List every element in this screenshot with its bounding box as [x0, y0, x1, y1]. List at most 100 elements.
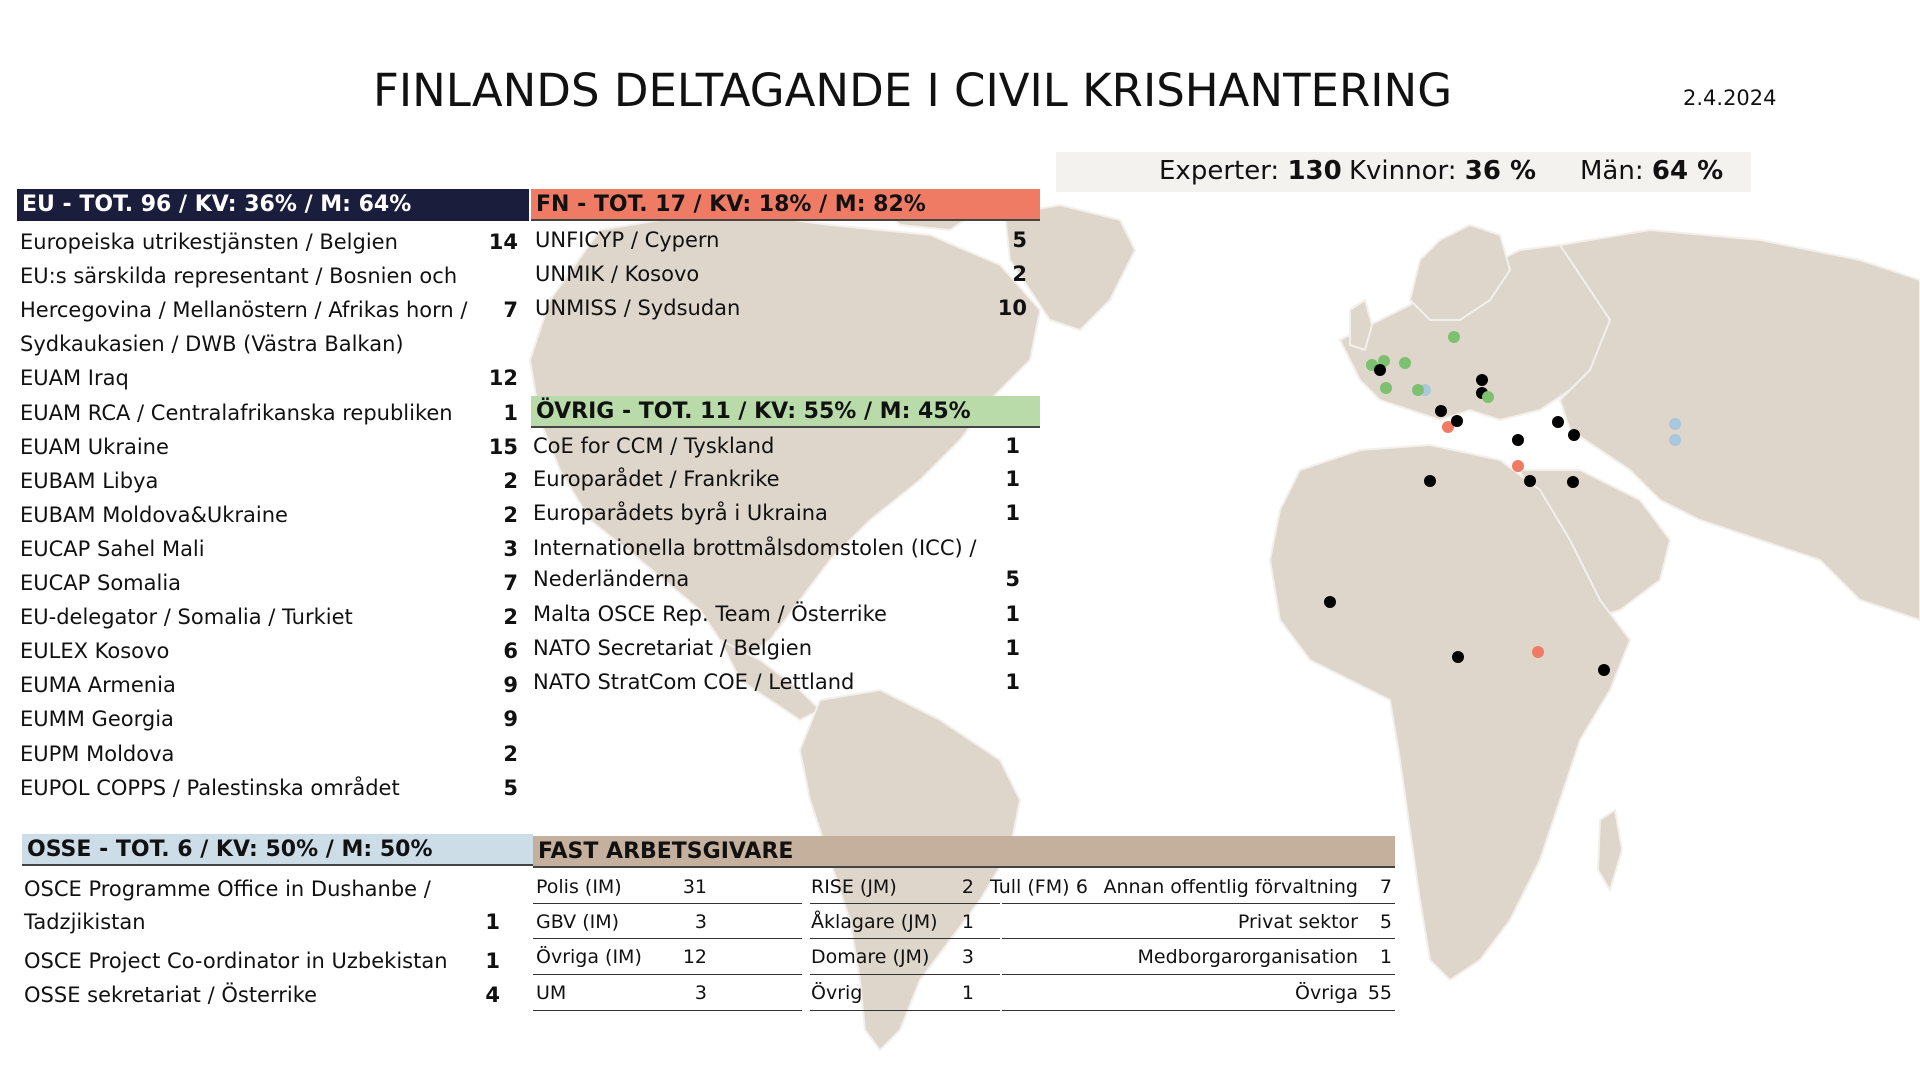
ovrig-item-value: 5 — [1005, 567, 1020, 591]
fn-item-label: UNFICYP / Cypern — [535, 228, 720, 252]
experter-value: 130 — [1287, 156, 1342, 186]
eu-item-label: EUCAP Somalia — [20, 571, 182, 595]
marker-fn — [1442, 421, 1454, 433]
osse-item-value: 1 — [485, 910, 500, 934]
eu-header: EU - TOT. 96 / KV: 36% / M: 64% — [17, 189, 529, 221]
eu-item-label: EUCAP Sahel Mali — [20, 536, 205, 561]
eu-item-label: EU:s särskilda representant / Bosnien oc… — [20, 264, 458, 289]
fast-col4-label: Övriga — [1295, 982, 1358, 1004]
fast-col2-value: 1 — [961, 911, 974, 933]
marker-eu — [1424, 475, 1436, 487]
table-divider — [1002, 1010, 1395, 1011]
page-title: FINLANDS DELTAGANDE I CIVIL KRISHANTERIN… — [372, 64, 1453, 117]
marker-ovrig — [1380, 382, 1392, 394]
man-value: 64 % — [1651, 156, 1724, 186]
eu-item-value: 14 — [488, 230, 518, 254]
fast-col4-label: Medborgarorganisation — [1137, 946, 1358, 968]
ovrig-item-label: Europarådets byrå i Ukraina — [533, 501, 828, 525]
osse-item-value: 1 — [485, 949, 500, 973]
marker-eu — [1451, 415, 1463, 427]
marker-eu — [1324, 596, 1336, 608]
marker-ovrig — [1448, 331, 1460, 343]
marker-eu — [1374, 364, 1386, 376]
eu-item-value: 2 — [503, 502, 518, 527]
eu-item-value: 9 — [503, 707, 518, 732]
eu-item-value: 3 — [503, 536, 518, 561]
eu-item-label: EUAM Iraq — [20, 366, 129, 391]
marker-fn — [1532, 646, 1544, 658]
ovrig-item-label: Nederländerna — [533, 567, 690, 591]
man-label: Män: — [1580, 156, 1644, 186]
table-divider — [1002, 938, 1395, 939]
summary-stats: Experter: 130 Kvinnor: 36 % Män: 64 % — [1056, 152, 1751, 192]
kvinnor-stat: Kvinnor: 36 % — [1349, 156, 1536, 186]
madagascar-shape — [1596, 808, 1624, 893]
scandinavia-shape — [1408, 223, 1512, 321]
fast-col4-label: Privat sektor — [1237, 911, 1358, 933]
fn-item-value: 5 — [1012, 228, 1027, 252]
eu-item-label: EU-delegator / Somalia / Turkiet — [20, 605, 353, 630]
fast-col1-label: GBV (IM) — [536, 911, 620, 933]
osse-item-value: 4 — [485, 983, 500, 1007]
fast-col3-label: Tull (FM) — [990, 876, 1070, 898]
osse-header: OSSE - TOT. 6 / KV: 50% / M: 50% — [22, 834, 533, 866]
marker-eu — [1567, 476, 1579, 488]
fast-header: FAST ARBETSGIVARE — [533, 836, 1395, 868]
osse-item-label: Tadzjikistan — [24, 910, 146, 934]
uk-shape — [1349, 298, 1374, 352]
ovrig-item-value: 1 — [1005, 501, 1020, 525]
marker-osse — [1669, 418, 1681, 430]
marker-eu — [1435, 405, 1447, 417]
table-divider — [810, 938, 1000, 939]
fn-item-value: 10 — [997, 296, 1027, 320]
eu-item-value: 1 — [503, 400, 518, 425]
ovrig-item-value: 1 — [1005, 602, 1020, 626]
central-america-shape — [717, 637, 822, 722]
table-divider — [810, 974, 1000, 975]
eu-item-label: EUBAM Moldova&Ukraine — [20, 502, 288, 527]
marker-eu — [1524, 475, 1536, 487]
ovrig-item-value: 1 — [1005, 467, 1020, 491]
eu-item-label: EUMA Armenia — [20, 673, 176, 698]
kvinnor-label: Kvinnor: — [1349, 156, 1457, 186]
fast-col1-value: 3 — [694, 982, 707, 1004]
ovrig-item-label: Internationella brottmålsdomstolen (ICC)… — [533, 536, 977, 560]
fast-col2-value: 1 — [961, 982, 974, 1004]
north-america-shape — [528, 208, 1042, 662]
eu-item-label: EUAM Ukraine — [20, 434, 169, 459]
eu-item-value: 2 — [503, 468, 518, 493]
fast-col1-value: 12 — [682, 946, 707, 968]
fast-col1-label: Övriga (IM) — [536, 946, 642, 968]
eu-item-label: EUBAM Libya — [20, 468, 159, 493]
eu-item-value: 9 — [503, 673, 518, 698]
africa-shape — [1268, 443, 1632, 982]
ovrig-item-label: NATO StratCom COE / Lettland — [533, 670, 855, 694]
eu-item-label: EUPM Moldova — [20, 741, 175, 766]
marker-eu — [1476, 374, 1488, 386]
man-stat: Män: 64 % — [1580, 156, 1723, 186]
fast-col1-label: UM — [536, 982, 567, 1004]
fast-col1-value: 3 — [694, 911, 707, 933]
marker-ovrig — [1378, 355, 1390, 367]
ovrig-item-value: 1 — [1005, 670, 1020, 694]
eu-item-value: 12 — [488, 366, 518, 391]
ovrig-item-value: 1 — [1005, 434, 1020, 458]
table-divider — [533, 1010, 802, 1011]
eu-item-label: Europeiska utrikestjänsten / Belgien — [20, 230, 398, 254]
osse-item-label: OSSE sekretariat / Österrike — [24, 983, 318, 1007]
eu-item-label: EUPOL COPPS / Palestinska området — [20, 775, 400, 800]
eu-item-label: Sydkaukasien / DWB (Västra Balkan) — [20, 332, 404, 357]
marker-ovrig — [1412, 384, 1424, 396]
table-divider — [810, 903, 1000, 904]
eu-item-value: 5 — [503, 775, 518, 800]
fast-col2-label: Åklagare (JM) — [811, 911, 938, 933]
map-markers — [1324, 331, 1681, 676]
eu-item-value: 7 — [503, 298, 518, 323]
fast-col2-value: 3 — [961, 946, 974, 968]
marker-eu — [1552, 416, 1564, 428]
greenland-shape — [1003, 203, 1137, 332]
eu-item-value: 6 — [503, 639, 518, 664]
fast-col4-label: Annan offentlig förvaltning — [1103, 876, 1358, 898]
marker-eu — [1598, 664, 1610, 676]
